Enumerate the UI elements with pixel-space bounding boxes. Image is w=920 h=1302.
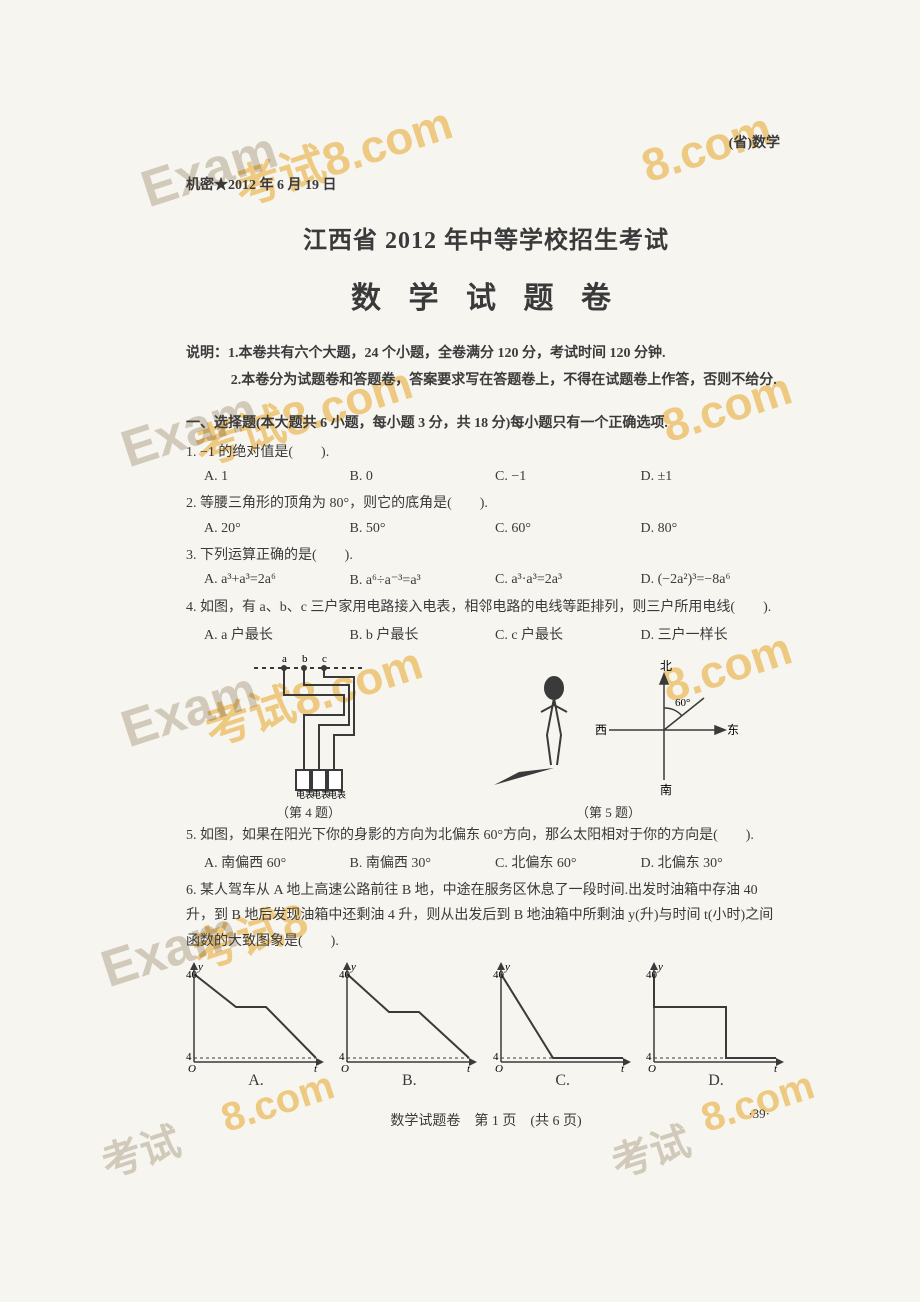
page-footer: 数学试题卷 第 1 页 (共 6 页) <box>186 1110 786 1130</box>
subject-label: (省)数学 <box>729 132 780 152</box>
q1-opt-a: A. 1 <box>204 469 350 485</box>
svg-text:y: y <box>504 962 510 973</box>
q6-opt-b: B. <box>339 1072 479 1090</box>
exam-page: Exam 考试8.com 8.com Exam 考试8.com 8.com Ex… <box>0 0 920 1302</box>
q5-figure: 北 南 东 西 60° （第 5 题） <box>479 650 739 821</box>
graph-b-icon: 404ytO <box>339 962 479 1072</box>
q5-options: A. 南偏西 60° B. 南偏西 30° C. 北偏东 60° D. 北偏东 … <box>204 852 786 872</box>
q6-opt-d: D. <box>646 1072 786 1090</box>
instruction-1: 说明：1.本卷共有六个大题，24 个小题，全卷满分 120 分，考试时间 120… <box>186 341 786 368</box>
svg-text:东: 东 <box>727 723 739 737</box>
q5-opt-a: A. 南偏西 60° <box>204 852 350 872</box>
svg-text:O: O <box>188 1063 196 1072</box>
q6-stem: 6. 某人驾车从 A 地上高速公路前往 B 地，中途在服务区休息了一段时间.出发… <box>186 878 786 954</box>
q6-graph-d: 404ytO D. <box>646 962 786 1090</box>
q4-opt-a: A. a 户最长 <box>204 624 350 644</box>
q4-figure: a b c 电表 电表 电表 （第 4 题） <box>234 650 384 821</box>
confidential-line: 机密★2012 年 6 月 19 日 <box>186 174 786 194</box>
q1-stem: 1. −1 的绝对值是( ). <box>186 440 786 465</box>
q2-opt-a: A. 20° <box>204 521 350 537</box>
q6-graph-b: 404ytO B. <box>339 962 479 1090</box>
svg-text:y: y <box>350 962 356 973</box>
q3-opt-b: B. a⁶÷a⁻³=a³ <box>350 572 496 589</box>
svg-text:电表: 电表 <box>328 789 346 800</box>
q5-stem: 5. 如图，如果在阳光下你的身影的方向为北偏东 60°方向，那么太阳相对于你的方… <box>186 823 786 848</box>
circuit-icon: a b c 电表 电表 电表 <box>234 650 384 800</box>
section-1-heading: 一、选择题(本大题共 6 小题，每小题 3 分，共 18 分)每小题只有一个正确… <box>186 412 786 432</box>
q1-opt-c: C. −1 <box>495 469 641 485</box>
q4-caption: （第 4 题） <box>234 802 384 821</box>
q4-stem: 4. 如图，有 a、b、c 三户家用电路接入电表，相邻电路的电线等距排列，则三户… <box>186 595 786 620</box>
svg-text:4: 4 <box>646 1051 652 1063</box>
q2-stem: 2. 等腰三角形的顶角为 80°，则它的底角是( ). <box>186 491 786 516</box>
q6-graph-c: 404ytO C. <box>493 962 633 1090</box>
q2-opt-b: B. 50° <box>350 521 496 537</box>
svg-text:40: 40 <box>646 969 658 981</box>
instructions: 说明：1.本卷共有六个大题，24 个小题，全卷满分 120 分，考试时间 120… <box>186 341 786 394</box>
q4-opt-b: B. b 户最长 <box>350 624 496 644</box>
svg-text:O: O <box>495 1063 503 1072</box>
svg-text:40: 40 <box>186 969 198 981</box>
q6-graphs: 404ytO A. 404ytO B. 404ytO C. 404ytO D. <box>186 962 786 1090</box>
q5-opt-c: C. 北偏东 60° <box>495 852 641 872</box>
svg-text:4: 4 <box>186 1051 192 1063</box>
graph-d-icon: 404ytO <box>646 962 786 1072</box>
svg-text:40: 40 <box>339 969 351 981</box>
q5-opt-d: D. 北偏东 30° <box>641 852 787 872</box>
content-area: 机密★2012 年 6 月 19 日 江西省 2012 年中等学校招生考试 数 … <box>186 174 786 1130</box>
graph-a-icon: 404ytO <box>186 962 326 1072</box>
q6-opt-c: C. <box>493 1072 633 1090</box>
svg-text:O: O <box>341 1063 349 1072</box>
q1-options: A. 1 B. 0 C. −1 D. ±1 <box>204 469 786 485</box>
svg-text:a: a <box>282 653 287 665</box>
q3-opt-c: C. a³·a³=2a³ <box>495 572 641 589</box>
svg-text:4: 4 <box>493 1051 499 1063</box>
svg-text:b: b <box>302 653 308 665</box>
q3-options: A. a³+a³=2a⁶ B. a⁶÷a⁻³=a³ C. a³·a³=2a³ D… <box>204 572 786 589</box>
q6-opt-a: A. <box>186 1072 326 1090</box>
compass-icon: 北 南 东 西 60° <box>479 650 739 800</box>
q3-stem: 3. 下列运算正确的是( ). <box>186 543 786 568</box>
q5-caption: （第 5 题） <box>479 802 739 821</box>
instruction-2: 2.本卷分为试题卷和答题卷，答案要求写在答题卷上，不得在试题卷上作答，否则不给分… <box>186 368 786 395</box>
svg-text:4: 4 <box>339 1051 345 1063</box>
svg-text:西: 西 <box>595 723 607 737</box>
exam-title-2: 数 学 试 题 卷 <box>186 273 786 317</box>
svg-text:O: O <box>648 1063 656 1072</box>
q3-opt-a: A. a³+a³=2a⁶ <box>204 572 350 589</box>
svg-text:40: 40 <box>493 969 505 981</box>
svg-text:y: y <box>197 962 203 973</box>
svg-text:南: 南 <box>660 782 672 797</box>
svg-text:北: 北 <box>660 659 672 673</box>
q2-options: A. 20° B. 50° C. 60° D. 80° <box>204 521 786 537</box>
q6-graph-a: 404ytO A. <box>186 962 326 1090</box>
q1-opt-b: B. 0 <box>350 469 496 485</box>
q1-opt-d: D. ±1 <box>641 469 787 485</box>
svg-text:y: y <box>657 962 663 973</box>
q2-opt-c: C. 60° <box>495 521 641 537</box>
svg-text:60°: 60° <box>675 697 690 709</box>
figure-row: a b c 电表 电表 电表 （第 4 题） <box>186 650 786 821</box>
q4-opt-c: C. c 户最长 <box>495 624 641 644</box>
exam-title-1: 江西省 2012 年中等学校招生考试 <box>186 220 786 255</box>
graph-c-icon: 404ytO <box>493 962 633 1072</box>
q3-opt-d: D. (−2a²)³=−8a⁶ <box>641 572 787 589</box>
q5-opt-b: B. 南偏西 30° <box>350 852 496 872</box>
q2-opt-d: D. 80° <box>641 521 787 537</box>
q4-opt-d: D. 三户一样长 <box>641 624 787 644</box>
watermark: 考试 <box>93 1109 187 1189</box>
page-number: ·39· <box>748 1106 770 1122</box>
q4-options: A. a 户最长 B. b 户最长 C. c 户最长 D. 三户一样长 <box>204 624 786 644</box>
svg-text:c: c <box>322 653 327 665</box>
